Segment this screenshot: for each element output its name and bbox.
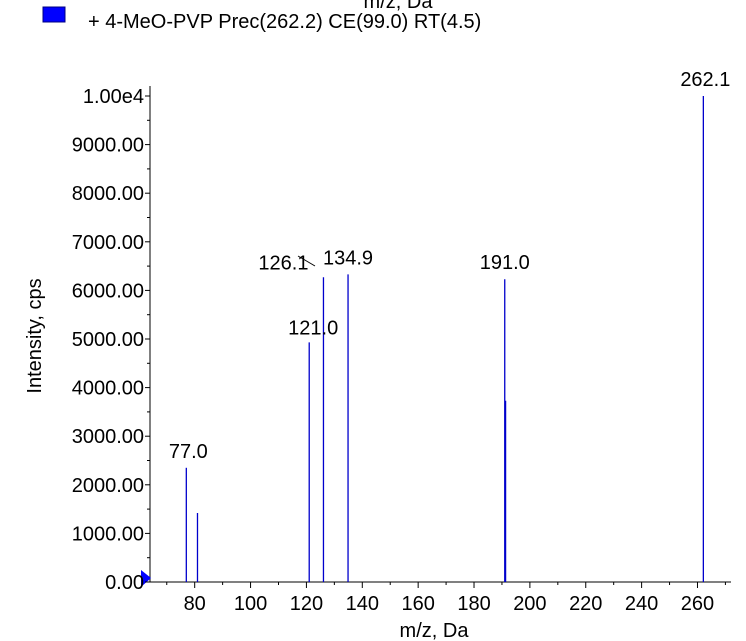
y-tick-label: 7000.00 bbox=[72, 232, 144, 254]
baseline-marker-icon bbox=[141, 570, 151, 587]
y-tick-label: 3000.00 bbox=[72, 426, 144, 448]
x-tick-label: 220 bbox=[569, 593, 602, 615]
y-tick-label: 2000.00 bbox=[72, 475, 144, 497]
legend: + 4-MeO-PVP Prec(262.2) CE(99.0) RT(4.5) bbox=[42, 6, 481, 33]
x-tick-label: 120 bbox=[290, 593, 323, 615]
x-tick-label: 80 bbox=[184, 593, 206, 615]
peak-label: 191.0 bbox=[480, 252, 530, 274]
y-tick-label: 6000.00 bbox=[72, 280, 144, 302]
top-axis-label: m/z, Da bbox=[364, 0, 434, 13]
x-tick-label: 240 bbox=[625, 593, 658, 615]
y-tick-label: 9000.00 bbox=[72, 135, 144, 157]
peak-labels: 77.0 121.0 126.1 134.9 191.0 262.1 bbox=[169, 69, 731, 463]
y-tick-label: 1000.00 bbox=[72, 523, 144, 545]
spectrum-peaks bbox=[185, 96, 704, 582]
x-ticks: 80 100 120 140 160 180 200 220 240 260 bbox=[166, 582, 726, 615]
label-leader-line bbox=[297, 255, 316, 267]
peak-label: 77.0 bbox=[169, 441, 208, 463]
peak-label: 121.0 bbox=[288, 317, 338, 339]
peak-label: 126.1 bbox=[258, 252, 308, 274]
x-tick-label: 160 bbox=[401, 593, 434, 615]
y-tick-label: 8000.00 bbox=[72, 183, 144, 205]
x-tick-label: 100 bbox=[234, 593, 267, 615]
y-ticks: 0.00 1000.00 2000.00 3000.00 4000.00 5000.00 6… bbox=[72, 86, 150, 594]
y-tick-label: 5000.00 bbox=[72, 329, 144, 351]
legend-label: + 4-MeO-PVP Prec(262.2) CE(99.0) RT(4.5) bbox=[88, 11, 481, 33]
legend-swatch bbox=[42, 6, 66, 23]
axes bbox=[141, 86, 731, 587]
y-tick-label: 1.00e4 bbox=[83, 86, 144, 108]
peak-label: 134.9 bbox=[323, 247, 373, 269]
x-tick-label: 200 bbox=[513, 593, 546, 615]
x-tick-label: 180 bbox=[457, 593, 490, 615]
x-tick-label: 140 bbox=[346, 593, 379, 615]
x-axis-title: m/z, Da bbox=[400, 620, 470, 641]
y-axis-title: Intensity, cps bbox=[24, 278, 46, 393]
y-tick-label: 4000.00 bbox=[72, 378, 144, 400]
peak-label: 262.1 bbox=[680, 69, 730, 91]
y-tick-label: 0.00 bbox=[105, 572, 144, 594]
x-tick-label: 260 bbox=[681, 593, 714, 615]
